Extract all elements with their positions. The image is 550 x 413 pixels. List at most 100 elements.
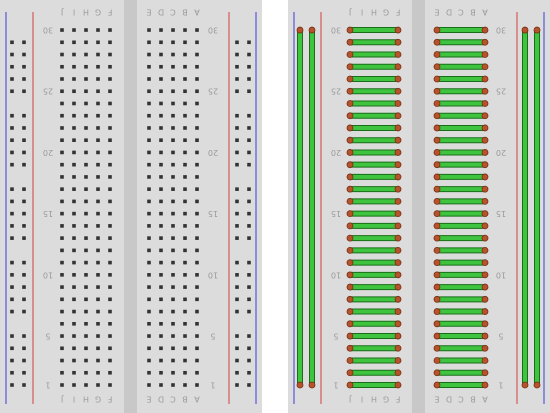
- hole: [96, 187, 100, 191]
- hole: [247, 40, 251, 45]
- hole: [84, 199, 88, 204]
- hole: [84, 52, 88, 57]
- hole: [195, 64, 199, 69]
- hole: [171, 334, 175, 338]
- hole: [10, 187, 14, 191]
- wire-end: [346, 100, 354, 107]
- hole: [10, 150, 14, 155]
- hole: [235, 150, 239, 155]
- hole: [96, 334, 100, 338]
- wire-end: [394, 210, 402, 218]
- hole: [247, 273, 251, 277]
- hole: [108, 273, 112, 277]
- hole: [108, 334, 112, 338]
- wire-end: [394, 112, 402, 120]
- wire-end: [394, 381, 402, 389]
- hole: [108, 199, 112, 204]
- wire-end: [481, 63, 489, 71]
- wire-end: [433, 283, 441, 291]
- hole: [195, 162, 199, 167]
- hole: [247, 309, 251, 314]
- hole: [171, 187, 175, 191]
- hole: [96, 236, 100, 240]
- wire-end: [346, 75, 354, 83]
- hole: [84, 150, 88, 155]
- row-number: 30: [208, 26, 218, 35]
- hole: [195, 224, 199, 228]
- column-letter: B: [470, 8, 476, 17]
- hole: [147, 358, 151, 363]
- hole: [183, 285, 187, 289]
- hole: [247, 126, 251, 130]
- hole: [84, 334, 88, 338]
- hole: [60, 383, 64, 387]
- hole: [10, 211, 14, 216]
- hole: [147, 236, 151, 240]
- hole: [235, 211, 239, 216]
- hole: [84, 89, 88, 94]
- hole: [147, 77, 151, 81]
- hole: [235, 273, 239, 277]
- hole: [247, 370, 251, 375]
- hole: [108, 260, 112, 265]
- hole: [147, 64, 151, 69]
- row-number: 10: [496, 270, 506, 279]
- column-letter: F: [395, 395, 400, 404]
- hole: [10, 113, 14, 118]
- row-number: 20: [331, 148, 341, 157]
- hole: [72, 346, 76, 351]
- wire-end: [481, 75, 489, 83]
- hole: [72, 322, 76, 326]
- wire-end: [481, 100, 489, 107]
- hole: [147, 297, 151, 302]
- hole: [195, 175, 199, 179]
- wire-end: [433, 87, 441, 95]
- hole: [195, 187, 199, 191]
- hole: [84, 77, 88, 81]
- wire-end: [433, 234, 441, 242]
- hole: [84, 113, 88, 118]
- hole: [247, 285, 251, 289]
- hole: [195, 28, 199, 32]
- wire-end: [481, 234, 489, 242]
- row-number: 20: [496, 148, 506, 157]
- wire-end: [481, 26, 489, 34]
- hole: [84, 309, 88, 314]
- hole: [72, 89, 76, 94]
- row-number: 30: [496, 26, 506, 35]
- hole: [84, 40, 88, 45]
- hole: [72, 175, 76, 179]
- wire-end: [433, 381, 441, 389]
- wire-end: [433, 332, 441, 340]
- wire-end: [433, 320, 441, 328]
- hole: [72, 285, 76, 289]
- hole: [147, 260, 151, 265]
- hole: [60, 28, 64, 32]
- row-number: 5: [45, 332, 50, 341]
- hole: [247, 383, 251, 387]
- wire-end: [481, 197, 489, 205]
- hole: [96, 126, 100, 130]
- hole: [72, 138, 76, 142]
- column-letter: F: [107, 8, 112, 17]
- row-number: 15: [43, 209, 53, 218]
- wire-end: [433, 197, 441, 205]
- wire-end: [481, 87, 489, 95]
- hole: [159, 322, 163, 326]
- hole: [96, 383, 100, 387]
- hole: [60, 211, 64, 216]
- hole: [159, 236, 163, 240]
- wire-end: [433, 222, 441, 230]
- wire-end: [433, 63, 441, 71]
- wire-end: [394, 100, 402, 107]
- hole: [147, 162, 151, 167]
- hole: [72, 199, 76, 204]
- hole: [235, 77, 239, 81]
- column-letter: C: [458, 8, 464, 17]
- hole: [247, 224, 251, 228]
- wire-end: [394, 149, 402, 156]
- hole: [195, 113, 199, 118]
- center-channel: [412, 0, 425, 413]
- hole: [183, 309, 187, 314]
- hole: [72, 248, 76, 253]
